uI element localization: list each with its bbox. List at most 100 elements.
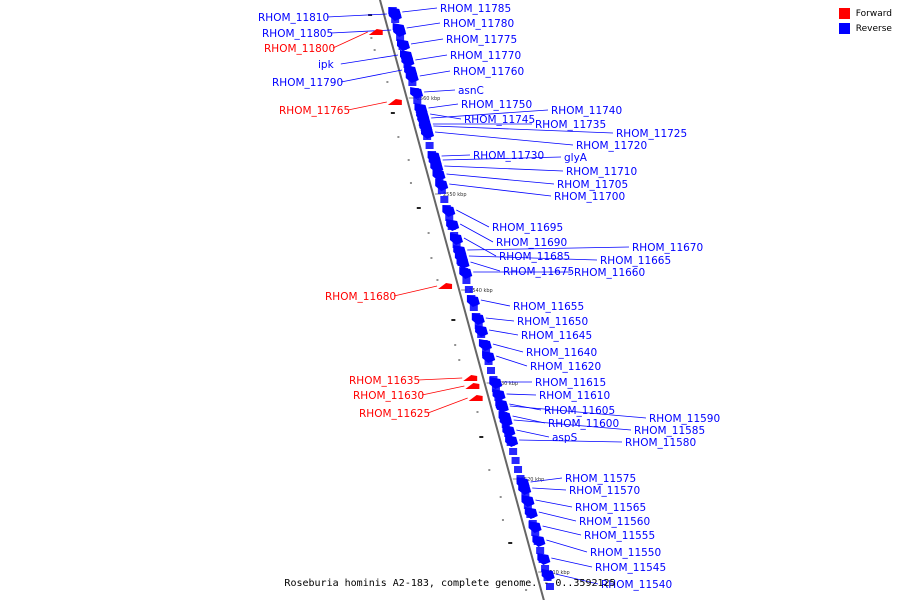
leader-line — [433, 125, 614, 134]
reverse-block — [496, 403, 505, 410]
gene-label-rhom_11770: RHOM_11770 — [450, 50, 521, 62]
gene-label-rhom_11710: RHOM_11710 — [566, 166, 637, 178]
gene-label-rhom_11805: RHOM_11805 — [262, 28, 333, 40]
leader-line — [442, 156, 562, 161]
leader-line — [449, 183, 552, 197]
leader-line — [427, 397, 468, 414]
leader-line — [431, 109, 549, 119]
legend: Forward Reverse — [838, 8, 892, 38]
reverse-block — [474, 322, 483, 329]
tick-label: 2550 kbp — [443, 192, 467, 198]
gene-label-rhom_11585: RHOM_11585 — [634, 425, 705, 437]
reverse-block — [457, 259, 466, 266]
reverse-block — [536, 547, 545, 554]
gene-label-rhom_11660: RHOM_11660 — [574, 267, 645, 279]
gene-label-rhom_11810: RHOM_11810 — [258, 12, 329, 24]
reverse-block — [445, 214, 454, 221]
gene-label-rhom_11575: RHOM_11575 — [565, 473, 636, 485]
reverse-block — [526, 511, 535, 518]
leader-line — [434, 131, 574, 146]
reverse-block — [545, 583, 554, 590]
reverse-block — [541, 565, 550, 572]
reverse-block — [472, 313, 481, 320]
leader-line — [459, 223, 494, 243]
leader-line — [340, 54, 399, 65]
gene-label-glya: glyA — [564, 152, 588, 164]
leader-line — [326, 13, 387, 18]
reverse-block — [523, 502, 532, 509]
gene-label-rhom_11725: RHOM_11725 — [616, 128, 687, 140]
leader-line — [421, 385, 465, 396]
gene-label-rhom_11680: RHOM_11680 — [325, 291, 396, 303]
reverse-block — [499, 412, 508, 419]
gene-label-rhom_11775: RHOM_11775 — [446, 34, 517, 46]
gene-label-rhom_11785: RHOM_11785 — [440, 3, 511, 15]
reverse-block — [477, 331, 486, 338]
leader-line — [513, 419, 632, 431]
forward-feature — [368, 29, 383, 35]
reverse-block — [447, 223, 456, 230]
gene-label-rhom_11765: RHOM_11765 — [279, 105, 350, 117]
forward-feature — [387, 99, 402, 105]
reverse-block — [504, 430, 513, 437]
leader-line — [402, 7, 438, 13]
gene-label-rhom_11625: RHOM_11625 — [359, 408, 430, 420]
reverse-block — [442, 205, 451, 212]
gene-label-rhom_11750: RHOM_11750 — [461, 99, 532, 111]
gene-label-rhom_11705: RHOM_11705 — [557, 179, 628, 191]
leader-line — [535, 499, 573, 508]
forward-feature — [465, 383, 480, 389]
reverse-block — [538, 556, 547, 563]
reverse-block — [423, 133, 432, 140]
reverse-block — [516, 475, 525, 482]
leader-line — [419, 70, 451, 77]
leader-line — [542, 525, 582, 536]
gene-label-rhom_11615: RHOM_11615 — [535, 377, 606, 389]
leader-line — [530, 477, 563, 483]
gene-label-rhom_11610: RHOM_11610 — [539, 390, 610, 402]
tick-label: 2520 kbp — [521, 477, 545, 483]
legend-forward: Forward — [838, 8, 892, 19]
gene-label-rhom_11600: RHOM_11600 — [548, 418, 619, 430]
gene-label-rhom_11565: RHOM_11565 — [575, 502, 646, 514]
leader-line — [393, 285, 438, 297]
gene-label-rhom_11740: RHOM_11740 — [551, 105, 622, 117]
gene-label-rhom_11730: RHOM_11730 — [473, 150, 544, 162]
gene-label-rhom_11645: RHOM_11645 — [521, 330, 592, 342]
leader-line — [347, 101, 387, 111]
gene-label-asnc: asnC — [458, 85, 484, 97]
reverse-block — [415, 106, 424, 113]
leader-line — [332, 31, 368, 49]
leader-line — [551, 557, 593, 568]
gene-label-rhom_11540: RHOM_11540 — [601, 579, 672, 591]
reverse-block — [420, 124, 429, 131]
gene-label-rhom_11695: RHOM_11695 — [492, 222, 563, 234]
leader-line — [424, 89, 456, 93]
gene-label-rhom_11550: RHOM_11550 — [590, 547, 661, 559]
tick-label: 2510 kbp — [546, 570, 570, 576]
gene-label-rhom_11560: RHOM_11560 — [579, 516, 650, 528]
leader-line — [463, 237, 497, 257]
tick-label: 2530 kbp — [495, 381, 519, 387]
reverse-block — [396, 34, 405, 41]
gene-label-rhom_11760: RHOM_11760 — [453, 66, 524, 78]
leader-line — [467, 246, 630, 251]
gene-label-rhom_11670: RHOM_11670 — [632, 242, 703, 254]
leader-line — [496, 355, 528, 367]
gene-label-rhom_11745: RHOM_11745 — [464, 114, 535, 126]
reverse-block — [514, 466, 523, 473]
leader-line — [470, 261, 501, 272]
legend-forward-label: Forward — [855, 8, 892, 19]
reverse-block — [487, 367, 496, 374]
reverse-block — [528, 520, 537, 527]
leader-line — [538, 511, 577, 522]
reverse-block — [425, 142, 434, 149]
leader-line — [410, 38, 444, 45]
reverse-block — [452, 241, 461, 248]
gene-label-rhom_11580: RHOM_11580 — [625, 437, 696, 449]
leader-line — [406, 22, 441, 29]
gene-label-rhom_11630: RHOM_11630 — [353, 390, 424, 402]
leader-line — [444, 165, 564, 172]
leader-line — [446, 173, 555, 185]
